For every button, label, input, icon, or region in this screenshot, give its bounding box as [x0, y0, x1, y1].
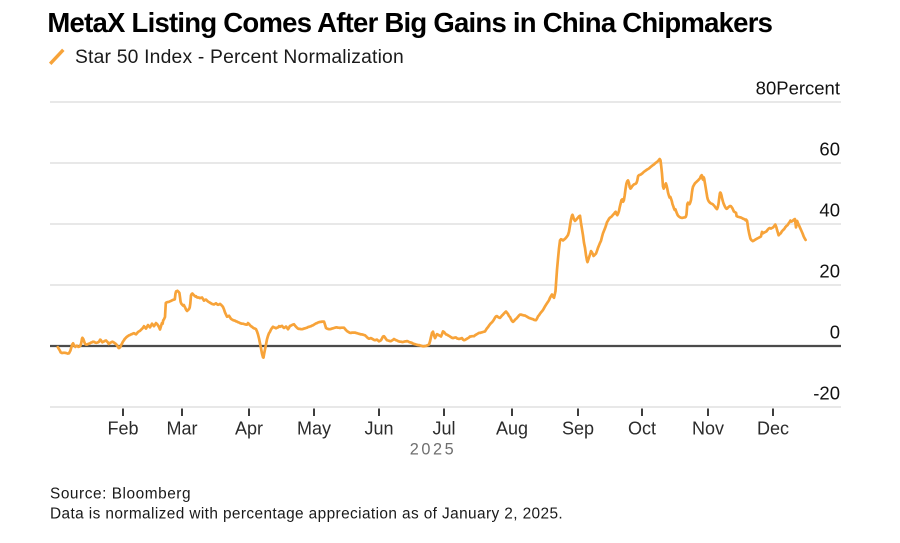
svg-text:Star 50 Index - Percent Normal: Star 50 Index - Percent Normalization: [75, 47, 404, 68]
svg-text:80Percent: 80Percent: [756, 78, 840, 99]
svg-text:Sep: Sep: [562, 419, 594, 439]
svg-text:Apr: Apr: [235, 419, 263, 439]
svg-text:Dec: Dec: [757, 419, 789, 439]
svg-text:2025: 2025: [410, 441, 457, 459]
svg-text:60: 60: [819, 139, 840, 160]
svg-text:Data is normalized with percen: Data is normalized with percentage appre…: [50, 506, 563, 523]
svg-text:Mar: Mar: [167, 419, 198, 439]
svg-text:Source: Bloomberg: Source: Bloomberg: [50, 486, 191, 503]
svg-text:0: 0: [830, 322, 840, 343]
svg-text:Oct: Oct: [628, 419, 656, 439]
svg-text:May: May: [297, 419, 331, 439]
svg-text:40: 40: [819, 200, 840, 221]
svg-text:Nov: Nov: [692, 419, 724, 439]
svg-text:20: 20: [819, 261, 840, 282]
svg-text:-20: -20: [813, 383, 840, 404]
svg-text:Aug: Aug: [496, 419, 528, 439]
svg-text:Feb: Feb: [107, 419, 138, 439]
svg-text:Jul: Jul: [432, 419, 455, 439]
svg-text:Jun: Jun: [364, 419, 393, 439]
svg-text:MetaX Listing Comes After Big: MetaX Listing Comes After Big Gains in C…: [47, 7, 772, 38]
